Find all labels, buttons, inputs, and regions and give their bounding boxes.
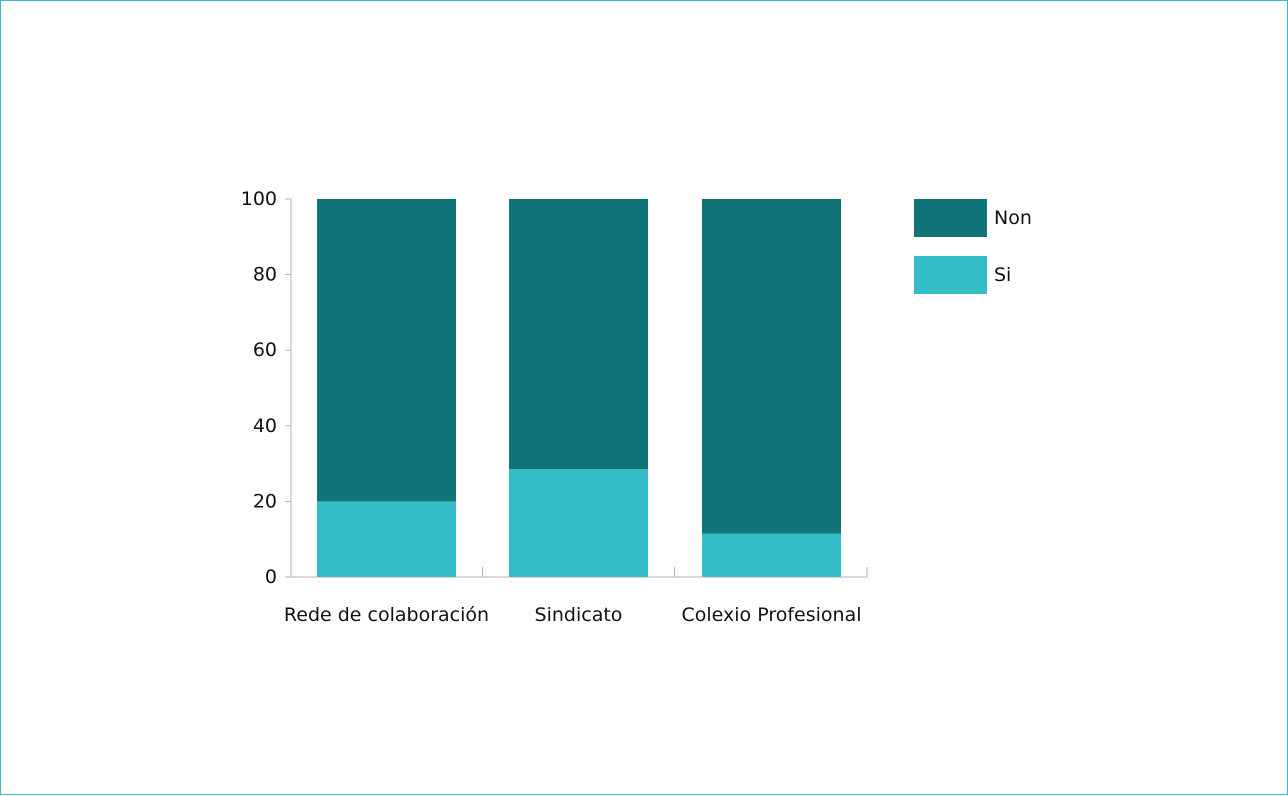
y-tick-label: 100: [241, 188, 277, 210]
x-tick-label: Sindicato: [535, 604, 623, 626]
y-tick-label: 80: [253, 264, 277, 286]
legend: Non Si: [914, 199, 1032, 294]
x-tick-label: Rede de colaboración: [284, 604, 489, 626]
x-tick-label: Colexio Profesional: [682, 604, 862, 626]
y-tick-label: 60: [253, 339, 277, 361]
bar-si: [317, 501, 456, 577]
y-tick-label: 40: [253, 415, 277, 437]
bar-non: [509, 199, 648, 470]
y-axis: 0 20 40 60 80 100: [241, 188, 292, 588]
y-tick-label: 20: [253, 490, 277, 512]
legend-swatch-non: [914, 199, 987, 237]
bars: [317, 199, 841, 577]
bar-non: [702, 199, 841, 534]
y-tick-label: 0: [265, 566, 277, 588]
x-axis: Rede de colaboración Sindicato Colexio Pro…: [284, 567, 868, 626]
legend-swatch-si: [914, 256, 987, 294]
bar-non: [317, 199, 456, 502]
legend-label-non: Non: [994, 207, 1032, 229]
bar-si: [702, 533, 841, 577]
legend-label-si: Si: [994, 264, 1011, 286]
bar-si: [509, 469, 648, 577]
